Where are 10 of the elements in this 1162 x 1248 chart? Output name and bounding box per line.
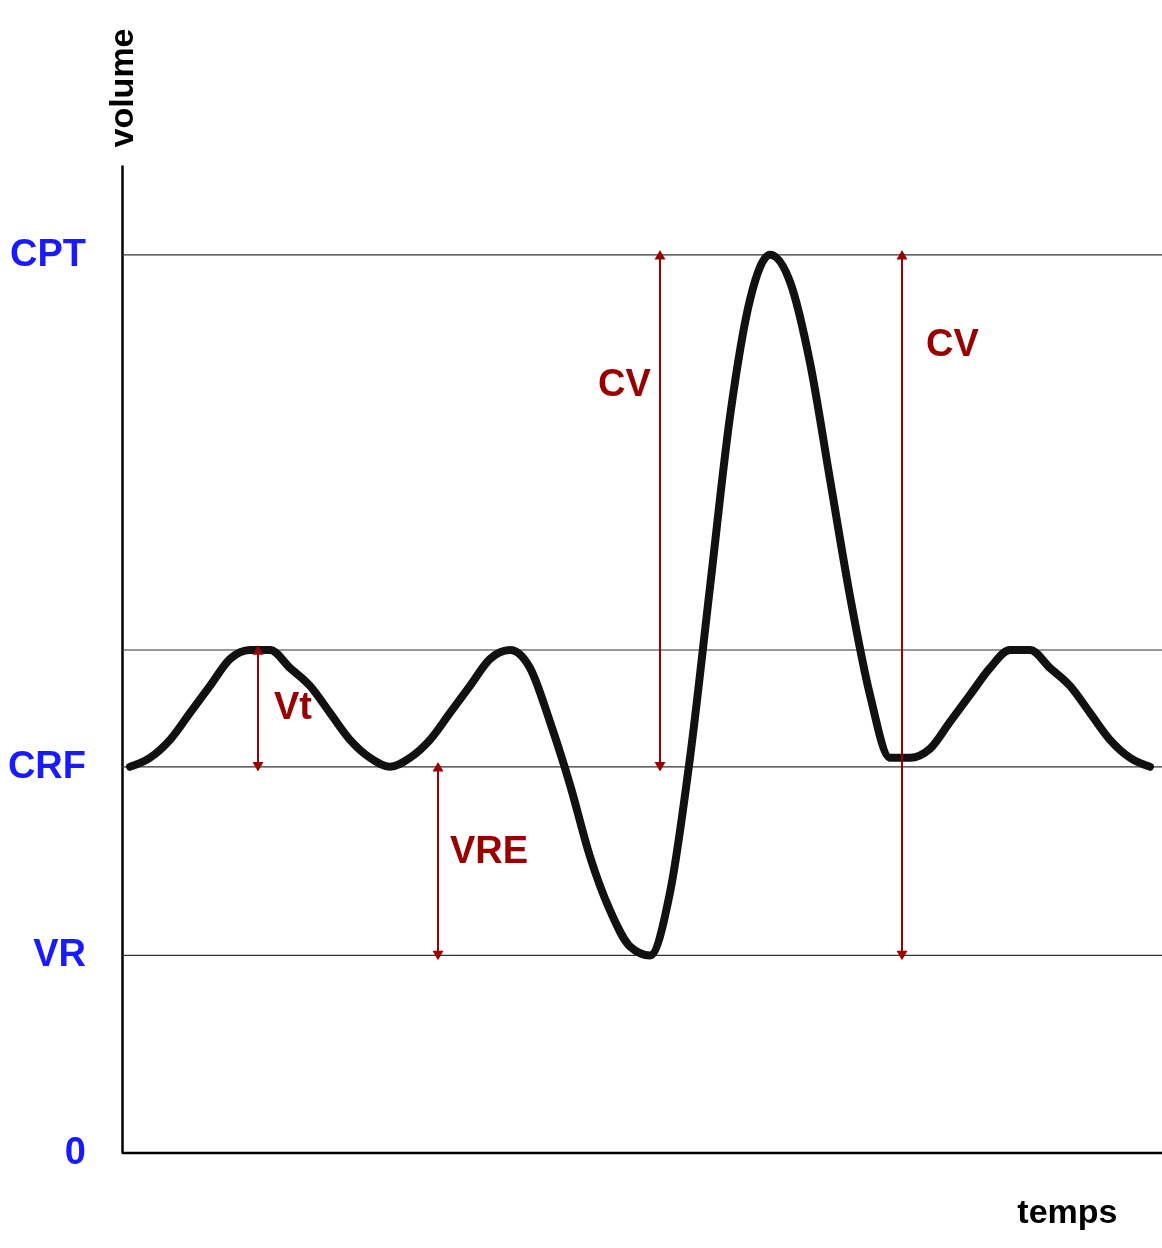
ref-line-label: 0: [64, 1130, 86, 1172]
annotation: CV: [598, 362, 652, 405]
x-axis-title: temps: [1017, 1191, 1118, 1230]
annotation: CV: [926, 321, 980, 364]
annotation: VRE: [450, 829, 529, 872]
y-axis-title: volume: [101, 28, 140, 148]
ref-line-label: CPT: [10, 231, 86, 274]
annotation: Vt: [274, 685, 313, 728]
ref-line-label: VR: [33, 932, 86, 975]
ref-line-label: CRF: [7, 743, 86, 786]
